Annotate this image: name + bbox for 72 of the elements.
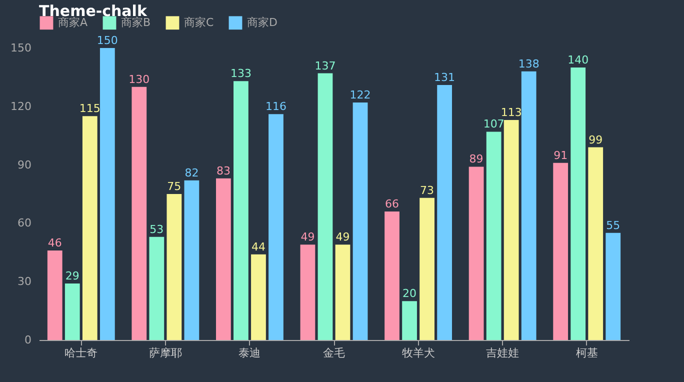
legend-label: 商家B (121, 16, 151, 29)
data-label: 44 (251, 240, 266, 254)
y-tick-label: 90 (18, 158, 32, 172)
bar (504, 120, 519, 340)
data-label: 75 (167, 180, 182, 193)
data-label: 137 (314, 59, 336, 72)
bar (553, 162, 568, 340)
x-tick-label: 吉娃娃 (486, 346, 520, 360)
x-tick-label: 哈士奇 (64, 346, 98, 360)
bar (468, 166, 484, 340)
data-label: 91 (554, 148, 568, 162)
data-label: 99 (588, 133, 603, 146)
bar (384, 212, 400, 340)
x-tick-label: 柯基 (576, 346, 598, 360)
y-tick-label: 150 (10, 42, 32, 54)
data-label: 49 (300, 230, 315, 244)
x-tick-label: 萨摩耶 (148, 346, 182, 360)
x-tick-label: 金毛 (323, 346, 345, 360)
bar (402, 301, 417, 340)
bar (318, 73, 333, 340)
data-label: 107 (483, 118, 504, 131)
bar (234, 81, 248, 340)
x-tick-label: 泰迪 (238, 346, 261, 360)
data-label: 130 (128, 72, 150, 86)
bar (570, 67, 586, 340)
data-label: 55 (606, 218, 620, 232)
y-tick-label: 0 (24, 334, 32, 346)
bar (149, 236, 164, 340)
data-label: 113 (500, 106, 522, 120)
bar (100, 48, 115, 340)
bar (82, 116, 98, 340)
x-tick-label: 牧羊犬 (402, 346, 435, 360)
bar (132, 86, 147, 340)
legend-label: 商家D (247, 16, 278, 29)
data-label: 115 (79, 102, 100, 116)
data-label: 89 (469, 152, 484, 166)
y-tick-label: 60 (18, 216, 32, 230)
data-label: 138 (518, 57, 540, 70)
data-label: 20 (402, 287, 417, 300)
data-label: 66 (385, 198, 400, 211)
y-tick-label: 30 (18, 275, 32, 288)
data-label: 29 (65, 270, 80, 283)
data-label: 82 (184, 166, 199, 180)
bar (216, 178, 231, 340)
bar (606, 232, 621, 340)
data-label: 122 (350, 88, 371, 102)
bar (47, 250, 62, 340)
data-label: 73 (420, 184, 434, 197)
data-label: 150 (96, 34, 118, 47)
data-label: 131 (434, 70, 456, 84)
bar (335, 244, 350, 340)
bar (64, 284, 80, 340)
data-label: 116 (265, 100, 286, 114)
bar (251, 254, 266, 340)
bar (268, 114, 284, 340)
bar (166, 194, 182, 340)
bar (437, 84, 452, 340)
data-label: 53 (150, 222, 164, 236)
bar (486, 132, 502, 340)
data-label: 133 (230, 67, 252, 80)
legend-label: 商家C (184, 16, 214, 29)
y-tick-label: 120 (10, 100, 32, 113)
data-label: 46 (48, 236, 62, 250)
bar (184, 180, 200, 340)
bar (521, 71, 536, 340)
bar (300, 244, 316, 340)
bar (588, 147, 604, 340)
bar (352, 102, 368, 340)
data-label: 83 (216, 164, 230, 178)
data-label: 49 (336, 230, 350, 244)
bar (420, 198, 434, 340)
data-label: 140 (568, 53, 589, 66)
